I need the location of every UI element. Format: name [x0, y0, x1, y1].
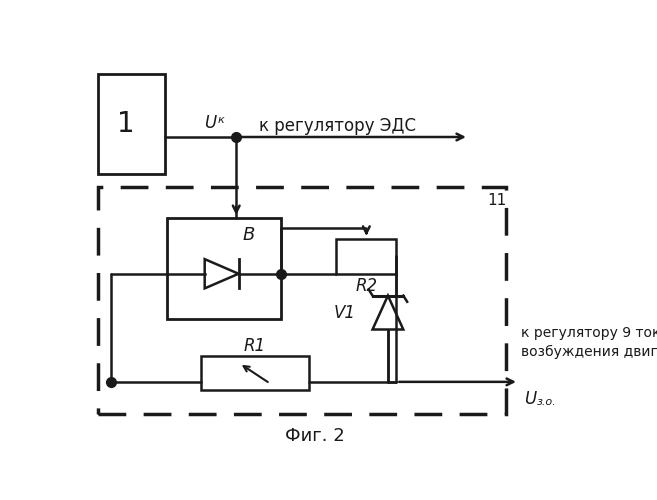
- Text: R2: R2: [355, 278, 377, 295]
- Text: 11: 11: [487, 194, 506, 208]
- Bar: [336, 238, 396, 274]
- Text: к: к: [217, 115, 225, 125]
- Text: U: U: [204, 114, 216, 132]
- Text: B: B: [243, 226, 255, 244]
- Text: з.о.: з.о.: [537, 397, 556, 407]
- Text: V1: V1: [334, 304, 355, 322]
- Bar: [201, 356, 309, 390]
- Polygon shape: [205, 259, 238, 288]
- Text: Фиг. 2: Фиг. 2: [285, 427, 345, 445]
- Text: U: U: [524, 390, 536, 408]
- Text: к регулятору 9 тока
возбуждения двигателя: к регулятору 9 тока возбуждения двигател…: [521, 326, 657, 359]
- Polygon shape: [373, 296, 403, 330]
- Text: R1: R1: [244, 336, 266, 354]
- Bar: [98, 187, 506, 414]
- Bar: [167, 218, 281, 320]
- Bar: [98, 74, 166, 174]
- Text: к регулятору ЭДС: к регулятору ЭДС: [260, 117, 417, 135]
- Text: 1: 1: [117, 110, 135, 138]
